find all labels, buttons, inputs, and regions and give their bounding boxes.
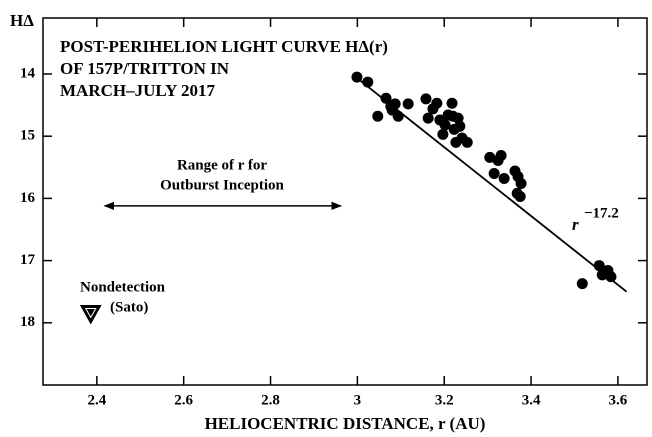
title-line: POST-PERIHELION LIGHT CURVE HΔ(r) <box>60 37 388 56</box>
data-point <box>454 120 466 132</box>
data-point <box>372 110 384 122</box>
data-point <box>439 119 451 131</box>
nondetection-marker <box>79 304 102 325</box>
range-label: Range of r for <box>177 157 267 173</box>
data-point <box>386 104 398 116</box>
y-axis-label: HΔ <box>10 11 34 30</box>
data-point <box>576 278 588 290</box>
data-point <box>362 76 374 88</box>
data-point <box>605 271 617 283</box>
data-point <box>446 97 458 109</box>
data-point <box>484 151 496 163</box>
x-tick-label: 3.4 <box>522 392 541 408</box>
data-point <box>402 98 414 110</box>
fit-label: r <box>572 215 579 234</box>
y-tick-label: 18 <box>20 314 35 330</box>
data-point <box>380 92 392 104</box>
range-label: Outburst Inception <box>160 177 284 193</box>
y-tick-label: 15 <box>20 128 35 144</box>
x-tick-label: 3 <box>354 392 362 408</box>
data-point <box>593 260 605 272</box>
data-point <box>422 112 434 124</box>
y-tick-label: 14 <box>20 65 36 81</box>
data-point <box>488 168 500 180</box>
fit-line <box>356 77 628 293</box>
data-point <box>461 136 473 148</box>
y-tick-label: 17 <box>20 252 36 268</box>
data-point <box>498 172 510 184</box>
nondetection-inner <box>84 307 97 319</box>
data-point <box>431 97 443 109</box>
title-line: OF 157P/TRITTON IN <box>60 59 230 78</box>
fit-exponent: −17.2 <box>584 205 619 221</box>
x-tick-label: 2.8 <box>261 392 280 408</box>
data-point <box>515 177 527 189</box>
x-tick-label: 3.6 <box>609 392 628 408</box>
title-line: MARCH–JULY 2017 <box>60 81 216 100</box>
y-tick-label: 16 <box>20 190 36 206</box>
plot-frame <box>42 17 648 386</box>
x-tick-label: 2.4 <box>87 392 106 408</box>
data-point <box>351 71 363 83</box>
nondetection-label: (Sato) <box>110 299 148 315</box>
nondetection-label: Nondetection <box>80 279 166 295</box>
x-tick-label: 3.2 <box>435 392 454 408</box>
data-point <box>420 93 432 105</box>
x-tick-label: 2.6 <box>174 392 193 408</box>
x-axis-label: HELIOCENTRIC DISTANCE, r (AU) <box>205 414 486 433</box>
data-point <box>514 191 526 203</box>
data-point <box>437 128 449 140</box>
data-point <box>495 149 507 161</box>
